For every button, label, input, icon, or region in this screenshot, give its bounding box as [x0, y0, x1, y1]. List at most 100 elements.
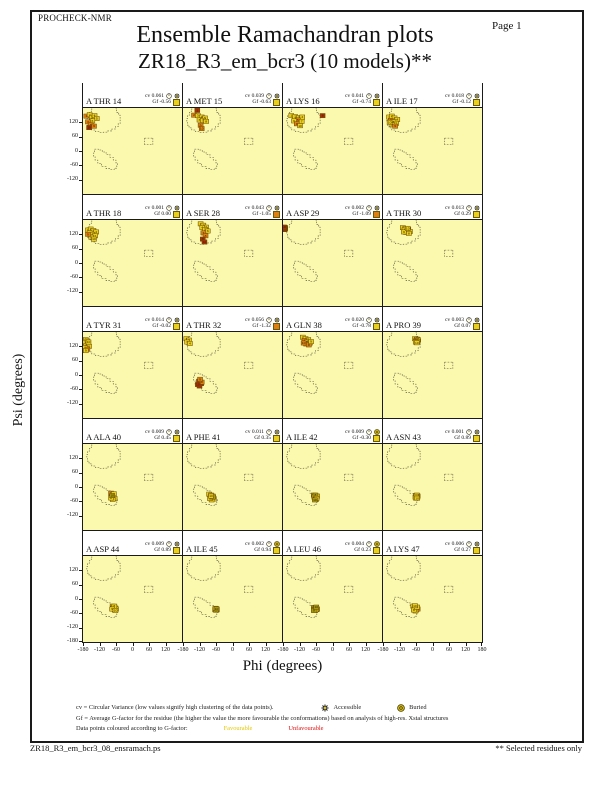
x-tick-label: -120 [194, 647, 205, 653]
model-point: 10 [112, 608, 119, 613]
y-tick [79, 487, 83, 488]
cv-value: cv 0.002 [245, 541, 280, 547]
svg-text:9: 9 [93, 124, 95, 128]
gf-swatch [173, 547, 180, 554]
x-tick-label: -60 [112, 647, 120, 653]
gf-value: Gf 0.00 [154, 211, 180, 218]
x-tick-label: 60 [146, 647, 152, 653]
ramachandran-plot: 12345678910 [183, 331, 282, 419]
accessible-icon [174, 541, 180, 547]
residue-label: A PRO 39 [386, 320, 421, 330]
ramachandran-plot: 12345678910 [383, 219, 482, 307]
plot-field: 12345678910 [286, 556, 354, 618]
model-point: 10 [283, 224, 287, 230]
gf-swatch [273, 547, 280, 554]
subplot-header: A THR 30 cv 0.013 Gf 0.29 [383, 195, 482, 219]
subplot-cell: A ASP 29 cv 0.002 Gf -1.09 12345678910 [283, 195, 383, 307]
region-l_alpha-outline [244, 473, 254, 482]
svg-text:6: 6 [91, 119, 93, 123]
svg-text:2: 2 [193, 113, 195, 117]
y-tick [79, 360, 83, 362]
y-tick-label: 60 [72, 357, 78, 364]
svg-text:9: 9 [310, 340, 312, 344]
subplot-cell: A PRO 39 cv 0.003 Gf 0.07 12345678910 [383, 307, 483, 419]
y-tick [79, 375, 83, 376]
y-tick-label: 120 [69, 118, 78, 125]
app-name: PROCHECK-NMR [38, 13, 112, 23]
region-alpha-outline [93, 148, 118, 170]
cv-dial-icon [366, 93, 372, 99]
y-tick [79, 179, 83, 181]
gf-value: Gf 0.89 [154, 547, 180, 554]
region-alpha-outline [293, 148, 318, 170]
svg-text:9: 9 [313, 609, 315, 613]
y-tick-label: -60 [70, 609, 78, 616]
y-tick-label: -60 [70, 273, 78, 280]
subplot-cell: A ALA 40 cv 0.009 Gf 0.45 12345678910 120 6… [67, 419, 183, 531]
gf-swatch [373, 435, 380, 442]
subplot-header: A PRO 39 cv 0.003 Gf 0.07 [383, 307, 482, 331]
gf-swatch [173, 323, 180, 330]
residue-label: A SER 28 [186, 208, 221, 218]
y-tick [79, 165, 83, 167]
svg-text:1: 1 [196, 109, 198, 113]
legend: cv = Circular Variance (low values signi… [76, 703, 448, 735]
accessible-icon [474, 429, 480, 435]
subplot-header: A ASP 29 cv 0.002 Gf -1.09 [283, 195, 382, 219]
cv-value: cv 0.061 [145, 93, 180, 99]
svg-text:10: 10 [87, 126, 91, 130]
svg-text:9: 9 [394, 124, 396, 128]
svg-text:8: 8 [322, 114, 324, 118]
svg-text:10: 10 [283, 225, 286, 229]
x-tick [216, 643, 217, 646]
x-axis-title: Phi (degrees) [242, 658, 323, 674]
model-point: 1 [194, 108, 201, 113]
residue-label: A LEU 46 [286, 544, 321, 554]
x-tick [149, 643, 150, 646]
subplot-cell: A ASP 44 cv 0.009 Gf 0.89 12345678910 120 6… [67, 531, 183, 653]
region-beta-outline [286, 332, 321, 357]
x-tick-label: -180 [177, 647, 189, 653]
cv-gf-block: cv 0.020 Gf -0.78 [345, 317, 380, 330]
residue-label: A THR 32 [186, 320, 222, 330]
model-point: 10 [414, 340, 420, 346]
svg-text:6: 6 [88, 345, 90, 349]
x-tick-label: -60 [312, 647, 320, 653]
model-point: 10 [300, 340, 307, 346]
accessible-icon [274, 317, 280, 323]
plot-field: 12345678910 [86, 444, 154, 506]
region-l_alpha-outline [444, 585, 454, 594]
x-tick-label: 0 [431, 647, 434, 653]
model-point: 8 [203, 118, 209, 124]
plot-field: 12345678910 [386, 220, 454, 282]
subplot-cell: A ASN 43 cv 0.001 Gf 0.89 12345678910 [383, 419, 483, 531]
cv-dial-icon [266, 317, 272, 323]
svg-text:7: 7 [202, 119, 204, 123]
model-point: 10 [85, 339, 92, 345]
ramachandran-plot: 12345678910 -180 -120 -60 0 60 120 180 [378, 555, 487, 653]
y-tick-label: -120 [67, 176, 78, 183]
cv-gf-block: cv 0.001 Gf 0.00 [145, 205, 180, 218]
gf-value: Gf 0.94 [254, 547, 280, 554]
cv-dial-icon [266, 93, 272, 99]
subplot-cell: A LYS 47 cv 0.006 Gf 0.27 12345678910 -180… [378, 531, 487, 653]
region-l_alpha-outline [144, 361, 154, 370]
x-tick [249, 643, 250, 646]
y-tick [79, 136, 83, 138]
gf-swatch [373, 323, 380, 330]
svg-text:9: 9 [403, 230, 405, 234]
subplot-header: A ILE 17 cv 0.018 Gf -0.12 [383, 83, 482, 107]
gf-swatch [173, 211, 180, 218]
region-alpha-outline [193, 372, 218, 394]
region-beta-outline [86, 556, 121, 581]
x-tick-label: 0 [131, 647, 134, 653]
ramachandran-plot: 12345678910120600-60-120 [67, 331, 182, 419]
plot-field: 12345678910 [186, 444, 254, 506]
region-beta-outline [286, 556, 321, 581]
y-tick-label: -120 [67, 512, 78, 519]
gf-swatch [273, 435, 280, 442]
subplot-header: A MET 15 cv 0.039 Gf -0.63 [183, 83, 282, 107]
gf-value: Gf -1.09 [352, 211, 380, 218]
model-point: 8 [319, 113, 326, 119]
